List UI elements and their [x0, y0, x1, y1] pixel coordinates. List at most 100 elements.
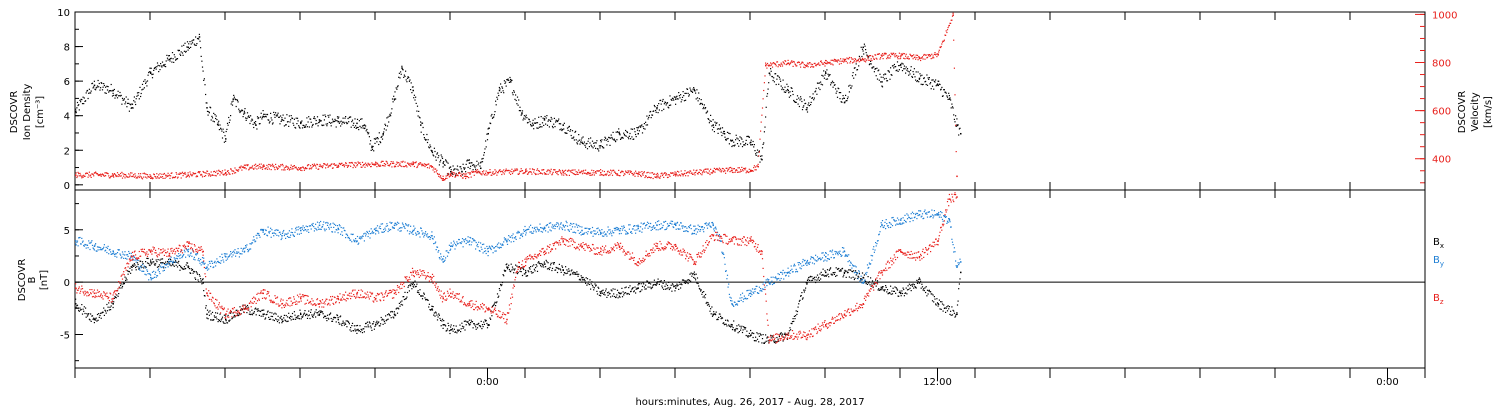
sample-dot	[771, 63, 773, 65]
sample-dot	[91, 240, 93, 242]
sample-dot	[689, 87, 691, 89]
sample-dot	[291, 117, 294, 119]
sample-dot	[431, 309, 434, 311]
sample-dot	[833, 82, 835, 84]
sample-dot	[688, 94, 690, 96]
sample-dot	[585, 282, 587, 284]
sample-dot	[308, 231, 310, 233]
sample-dot	[850, 277, 852, 279]
sample-dot	[655, 111, 657, 113]
sample-dot	[642, 174, 644, 176]
sample-dot	[857, 59, 859, 61]
sample-dot	[915, 58, 917, 60]
sample-dot	[487, 128, 489, 130]
sample-dot	[701, 102, 703, 105]
sample-dot	[782, 61, 784, 63]
sample-dot	[707, 118, 709, 120]
sample-dot	[533, 171, 535, 173]
sample-dot	[305, 168, 307, 170]
sample-dot	[136, 262, 139, 264]
sample-dot	[246, 312, 248, 314]
sample-dot	[719, 313, 721, 315]
sample-dot	[436, 152, 439, 154]
sample-dot	[215, 117, 217, 120]
sample-dot	[605, 290, 607, 292]
left-tick-label: 10	[57, 8, 70, 19]
sample-dot	[234, 98, 236, 100]
sample-dot	[521, 170, 524, 172]
sample-dot	[901, 62, 903, 64]
sample-dot	[367, 133, 369, 135]
sample-dot	[796, 65, 798, 67]
sample-dot	[621, 296, 624, 298]
point-9	[217, 124, 219, 126]
sample-dot	[340, 315, 342, 317]
point-1	[93, 84, 96, 87]
sample-dot	[194, 44, 196, 46]
sample-dot	[535, 264, 537, 266]
sample-dot	[188, 174, 190, 176]
sample-dot	[510, 171, 512, 173]
sample-dot	[341, 121, 344, 123]
sample-dot	[707, 168, 709, 170]
point-33	[881, 55, 883, 57]
sample-dot	[854, 67, 856, 69]
sample-dot	[399, 305, 401, 307]
sample-dot	[605, 288, 607, 290]
sample-dot	[705, 107, 707, 109]
sample-dot	[191, 268, 194, 271]
sample-dot	[543, 124, 545, 126]
sample-dot	[843, 97, 845, 99]
sample-dot	[113, 176, 115, 178]
sample-dot	[380, 136, 382, 138]
sample-dot	[455, 174, 457, 176]
sample-dot	[580, 141, 582, 143]
sample-dot	[493, 116, 495, 118]
sample-dot	[417, 115, 419, 117]
sample-dot	[158, 65, 160, 67]
sample-dot	[615, 173, 617, 175]
sample-dot	[221, 316, 224, 318]
sample-dot	[768, 342, 770, 344]
sample-dot	[516, 96, 519, 98]
sample-dot	[828, 269, 830, 271]
point-4	[150, 261, 152, 263]
sample-dot	[186, 46, 188, 48]
sample-dot	[775, 83, 777, 86]
sample-dot	[525, 116, 527, 118]
sample-dot	[201, 66, 204, 68]
sample-dot	[513, 91, 515, 93]
sample-dot	[283, 317, 285, 319]
sample-dot	[931, 300, 934, 302]
sample-dot	[507, 266, 509, 268]
sample-dot	[546, 115, 548, 117]
sample-dot	[356, 235, 359, 238]
sample-dot	[727, 169, 729, 171]
sample-dot	[577, 173, 579, 175]
sample-dot	[187, 265, 189, 267]
sample-dot	[135, 266, 137, 269]
sample-dot	[871, 55, 874, 57]
sample-dot	[236, 99, 239, 102]
sample-dot	[224, 169, 226, 171]
sample-dot	[612, 131, 614, 133]
sample-dot	[868, 282, 870, 284]
sample-dot	[713, 126, 715, 128]
sample-dot	[85, 247, 87, 249]
sample-dot	[89, 319, 91, 321]
sample-dot	[100, 175, 102, 177]
sample-dot	[155, 176, 157, 178]
sample-dot	[102, 174, 104, 176]
sample-dot	[585, 173, 587, 175]
sample-dot	[527, 121, 529, 124]
left-tick-label: 0	[64, 278, 70, 289]
sample-dot	[343, 324, 345, 326]
sample-dot	[391, 166, 393, 168]
sample-dot	[815, 65, 817, 67]
sample-dot	[762, 143, 764, 145]
sample-dot	[285, 314, 287, 317]
sample-dot	[945, 307, 947, 309]
sample-dot	[402, 69, 404, 71]
sample-dot	[328, 121, 330, 123]
field-axis-label-line1: DSCOVR	[17, 259, 28, 302]
